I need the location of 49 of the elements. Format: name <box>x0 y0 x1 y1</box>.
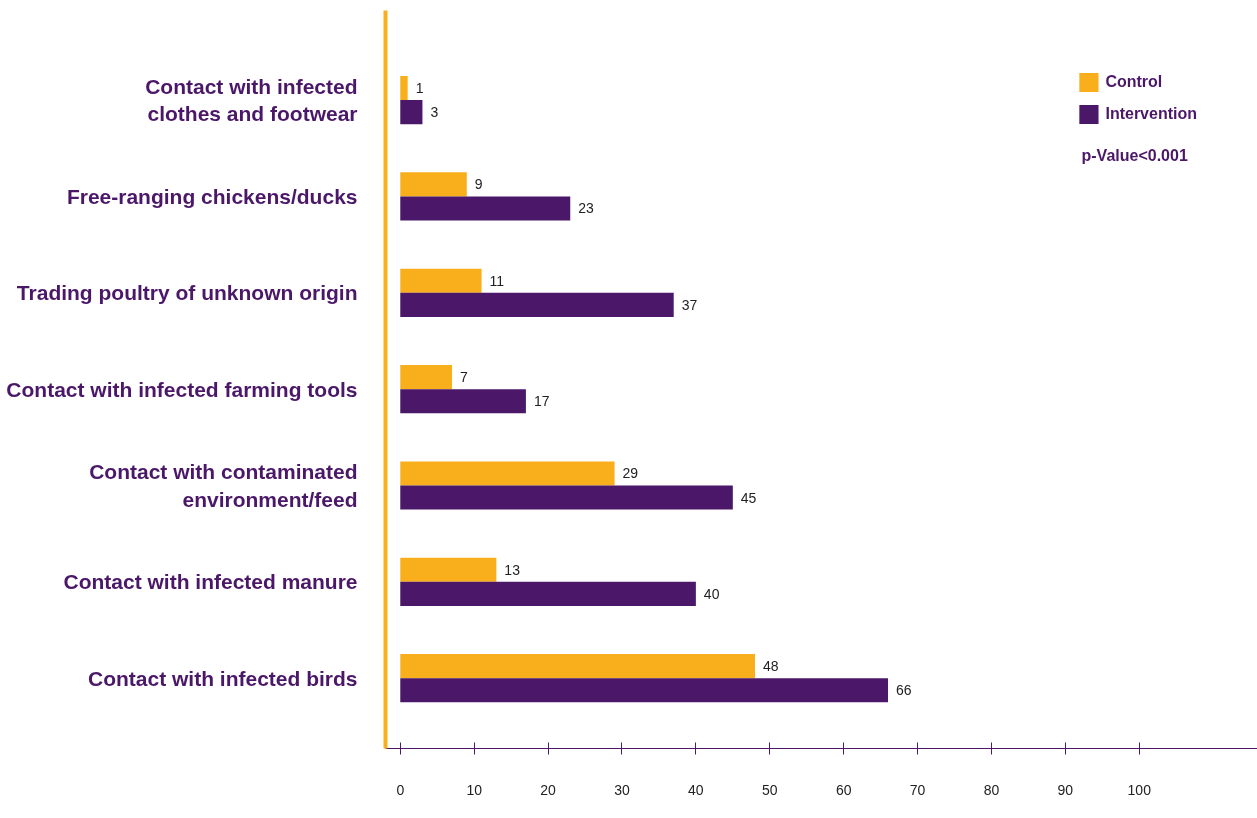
bar <box>400 196 571 221</box>
bar <box>400 292 674 317</box>
data-label: 3 <box>430 104 439 121</box>
bar <box>400 100 423 125</box>
bar <box>400 365 453 390</box>
bar <box>400 172 467 197</box>
data-label: 48 <box>762 658 779 675</box>
bar <box>400 678 889 703</box>
bar <box>400 461 615 486</box>
data-label: 40 <box>703 585 720 602</box>
y-tick-label: Contact with infected clothes and footwear <box>145 74 358 126</box>
legend-label: Control <box>1105 73 1163 91</box>
x-tick-label: 0 <box>396 781 405 798</box>
x-tick-label: 100 <box>1127 781 1152 798</box>
x-tick-label: 20 <box>540 781 557 798</box>
x-tick-label: 70 <box>909 781 926 798</box>
data-label: 17 <box>533 393 550 410</box>
data-label: 45 <box>740 489 757 506</box>
y-tick-label: Contact with infected birds <box>87 666 358 690</box>
x-tick-label: 80 <box>983 781 1000 798</box>
x-tick-label: 30 <box>614 781 630 798</box>
x-tick-label: 40 <box>688 781 704 798</box>
x-tick-label: 90 <box>1057 781 1074 798</box>
bar <box>400 389 526 414</box>
y-tick-label: Contact with infected farming tools <box>6 377 358 401</box>
data-label: 9 <box>474 176 483 193</box>
y-tick-label: Trading poultry of unknown origin <box>16 281 358 305</box>
data-label: 66 <box>896 682 912 699</box>
annotation: p-Value<0.001 <box>1081 147 1188 164</box>
bar <box>400 76 408 101</box>
data-label: 11 <box>489 272 505 289</box>
data-label: 23 <box>578 200 595 217</box>
y-tick-label: Contact with infected manure <box>63 570 358 594</box>
data-label: 7 <box>460 369 469 386</box>
x-tick-label: 10 <box>466 781 483 798</box>
data-label: 13 <box>504 561 521 578</box>
data-label: 29 <box>622 465 639 482</box>
bar <box>400 654 755 679</box>
data-label: 37 <box>681 296 698 313</box>
bar <box>400 581 696 606</box>
bar <box>400 268 482 293</box>
bar <box>400 485 733 510</box>
y-tick-label: Contact with contaminated environment/feed <box>89 460 358 511</box>
legend-label: Intervention <box>1105 105 1197 123</box>
data-label: 1 <box>415 80 424 97</box>
x-tick-label: 60 <box>835 781 852 798</box>
y-tick-label: Free-ranging chickens/ducks <box>66 184 358 208</box>
x-tick-label: 50 <box>761 781 778 798</box>
bar <box>400 557 497 582</box>
